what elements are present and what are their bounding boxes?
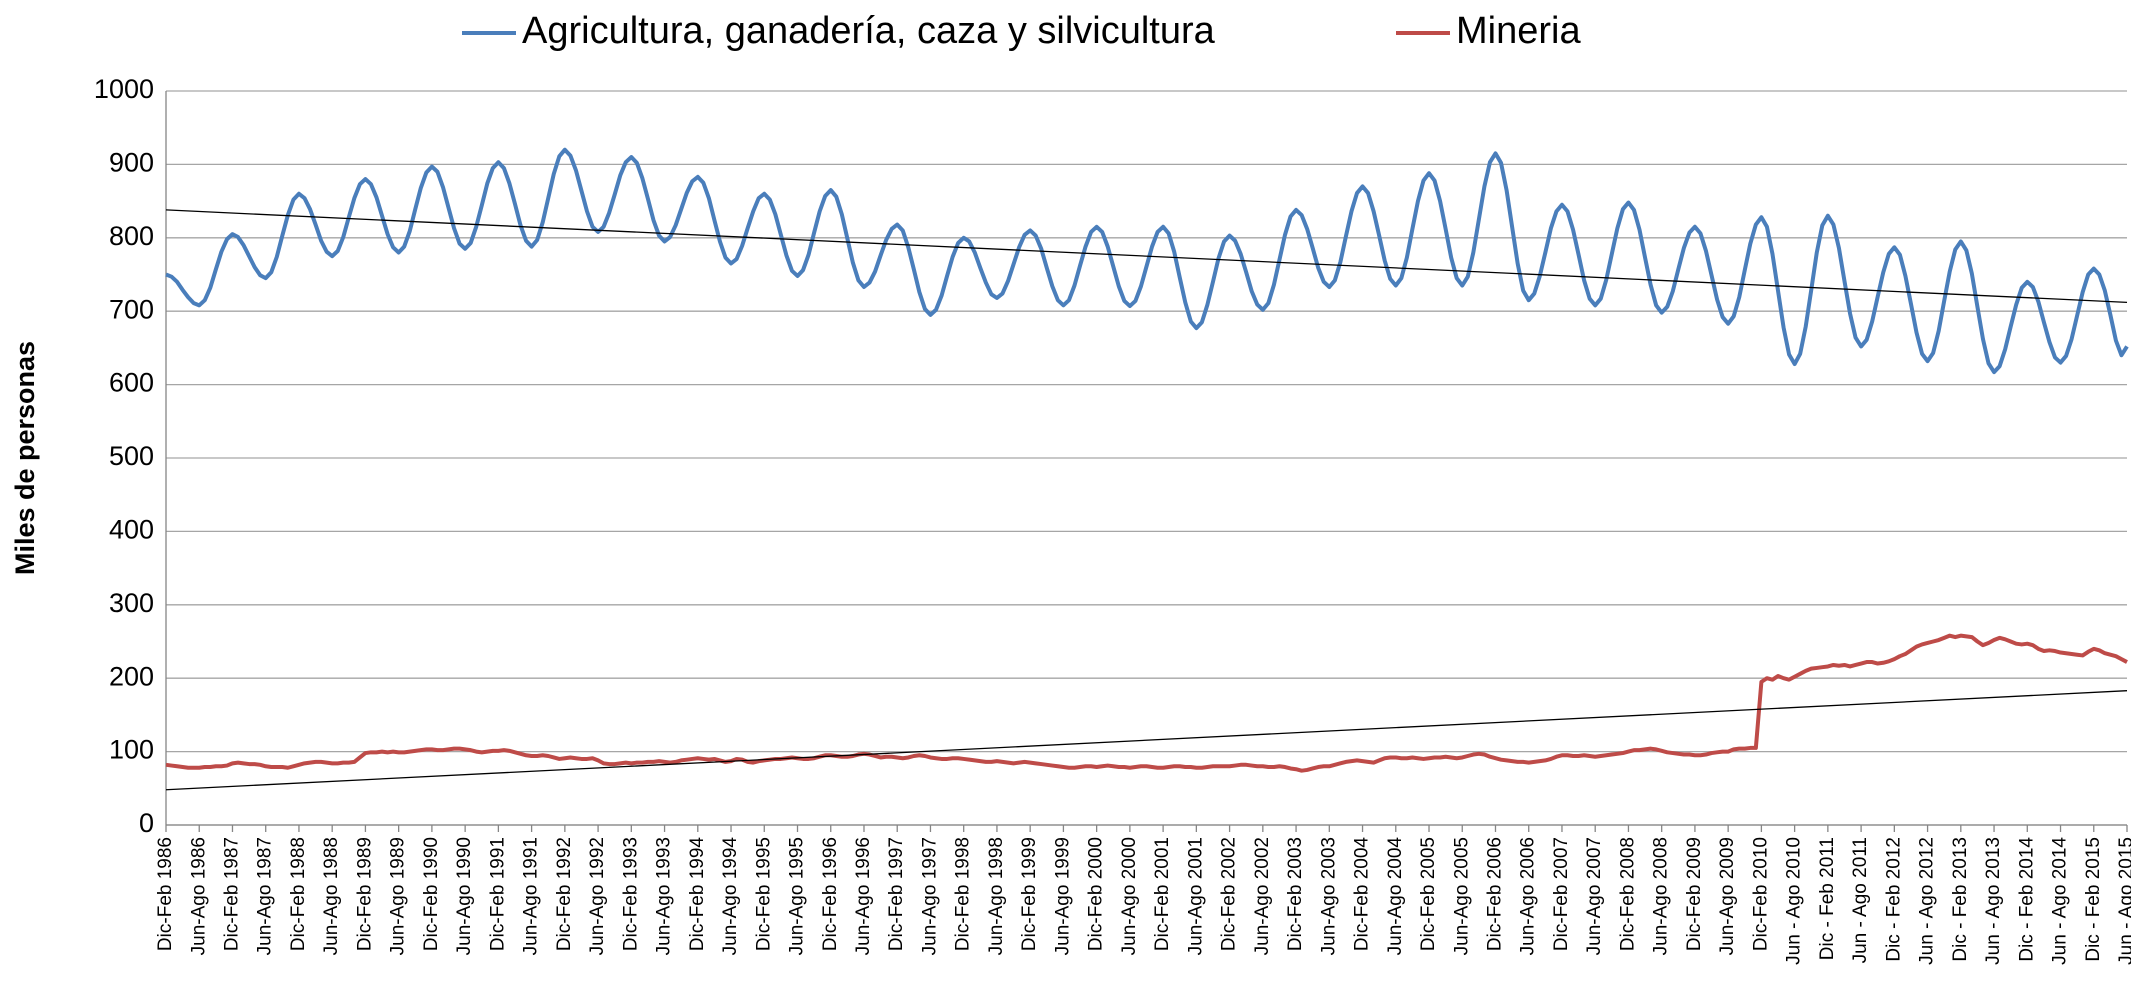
x-tick-label: Dic-Feb 1990 — [421, 837, 442, 951]
x-tick-label: Jun - Ago 2014 — [2050, 837, 2071, 965]
x-tick-label: Dic-Feb 2006 — [1485, 837, 1506, 951]
x-tick-label: Dic-Feb 1991 — [487, 837, 508, 951]
x-tick-label: Jun-Ago 2009 — [1717, 837, 1738, 955]
x-tick-label: Dic - Feb 2012 — [1883, 837, 1904, 962]
legend-label: Agricultura, ganadería, caza y silvicult… — [522, 10, 1216, 52]
x-tick-label: Dic-Feb 2000 — [1086, 837, 1107, 951]
x-tick-label: Jun-Ago 1987 — [255, 837, 276, 955]
x-tick-label: Jun-Ago 2000 — [1119, 837, 1140, 955]
x-tick-label: Dic-Feb 2001 — [1152, 837, 1173, 951]
x-tick-label: Dic-Feb 2007 — [1551, 837, 1572, 951]
x-tick-label: Jun-Ago 2004 — [1385, 837, 1406, 956]
y-tick-label: 600 — [109, 368, 154, 398]
x-tick-label: Dic-Feb 1994 — [687, 837, 708, 951]
x-tick-label: Jun-Ago 2001 — [1185, 837, 1206, 955]
series-line — [165, 633, 2128, 773]
x-tick-label: Jun-Ago 2003 — [1318, 837, 1339, 955]
x-tick-label: Dic-Feb 1988 — [288, 837, 309, 951]
x-tick-label: Jun-Ago 1993 — [654, 837, 675, 955]
y-tick-label: 800 — [109, 221, 154, 251]
trend-line — [165, 690, 2128, 791]
x-tick-label: Dic-Feb 1997 — [886, 837, 907, 951]
x-tick-label: Jun-Ago 1986 — [188, 837, 209, 955]
x-tick-label: Jun-Ago 2008 — [1651, 837, 1672, 955]
y-tick-label: 100 — [109, 735, 154, 765]
y-tick-label: 500 — [109, 441, 154, 471]
x-tick-label: Dic-Feb 2003 — [1285, 837, 1306, 951]
x-tick-label: Jun-Ago 2002 — [1252, 837, 1273, 955]
x-tick-label: Dic-Feb 1996 — [820, 837, 841, 951]
x-tick-label: Dic-Feb 1989 — [354, 837, 375, 951]
x-tick-label: Dic - Feb 2013 — [1950, 837, 1971, 962]
x-tick-label: Jun-Ago 1990 — [454, 837, 475, 955]
x-tick-label: Dic-Feb 2009 — [1684, 837, 1705, 951]
x-tick-label: Jun-Ago 1999 — [1052, 837, 1073, 955]
x-tick-label: Jun-Ago 1998 — [986, 837, 1007, 955]
x-tick-label: Dic-Feb 1992 — [554, 837, 575, 951]
y-tick-label: 0 — [139, 808, 154, 838]
x-tick-label: Dic-Feb 1993 — [620, 837, 641, 951]
x-tick-label: Dic-Feb 1998 — [953, 837, 974, 951]
x-tick-label: Jun-Ago 1988 — [321, 837, 342, 955]
x-tick-label: Jun-Ago 1994 — [720, 837, 741, 956]
x-tick-label: Jun-Ago 1996 — [853, 837, 874, 955]
y-tick-label: 300 — [109, 588, 154, 618]
x-tick-label: Jun - Ago 2013 — [1983, 837, 2004, 965]
x-tick-label: Jun-Ago 1992 — [587, 837, 608, 955]
x-tick-label: Jun - Ago 2012 — [1917, 837, 1938, 965]
x-tick-label: Dic - Feb 2014 — [2016, 837, 2037, 962]
legend-label: Mineria — [1456, 10, 1581, 52]
x-tick-label: Jun-Ago 1991 — [521, 837, 542, 955]
x-tick-label: Dic-Feb 1987 — [221, 837, 242, 951]
x-tick-label: Dic-Feb 1999 — [1019, 837, 1040, 951]
y-tick-label: 200 — [109, 661, 154, 691]
y-tick-label: 700 — [109, 294, 154, 324]
x-tick-label: Jun - Ago 2010 — [1784, 837, 1805, 965]
x-tick-label: Dic - Feb 2015 — [2083, 837, 2104, 962]
series-line — [165, 147, 2129, 375]
x-tick-label: Dic - Feb 2011 — [1817, 837, 1838, 960]
x-tick-label: Jun-Ago 2005 — [1451, 837, 1472, 955]
trend-line — [165, 209, 2128, 304]
x-tick-label: Jun-Ago 2007 — [1584, 837, 1605, 955]
x-tick-label: Dic-Feb 1995 — [753, 837, 774, 951]
x-tick-label: Jun-Ago 1995 — [787, 837, 808, 955]
y-tick-label: 900 — [109, 148, 154, 178]
x-tick-label: Dic-Feb 2002 — [1219, 837, 1240, 951]
x-tick-label: Jun-Ago 1989 — [388, 837, 409, 955]
x-tick-label: Dic-Feb 2010 — [1750, 837, 1771, 951]
y-axis-title: Miles de personas — [10, 341, 40, 575]
x-tick-label: Dic-Feb 2005 — [1418, 837, 1439, 951]
x-tick-label: Jun-Ago 2006 — [1518, 837, 1539, 955]
y-tick-label: 400 — [109, 515, 154, 545]
x-tick-label: Dic-Feb 1986 — [155, 837, 176, 951]
x-tick-label: Dic-Feb 2008 — [1617, 837, 1638, 951]
y-tick-label: 1000 — [94, 74, 154, 104]
x-tick-label: Jun - Ago 2011 — [1850, 837, 1871, 963]
x-tick-label: Jun-Ago 1997 — [919, 837, 940, 955]
x-tick-label: Dic-Feb 2004 — [1352, 837, 1373, 951]
x-tick-label: Jun - Ago 2015 — [2116, 837, 2131, 965]
